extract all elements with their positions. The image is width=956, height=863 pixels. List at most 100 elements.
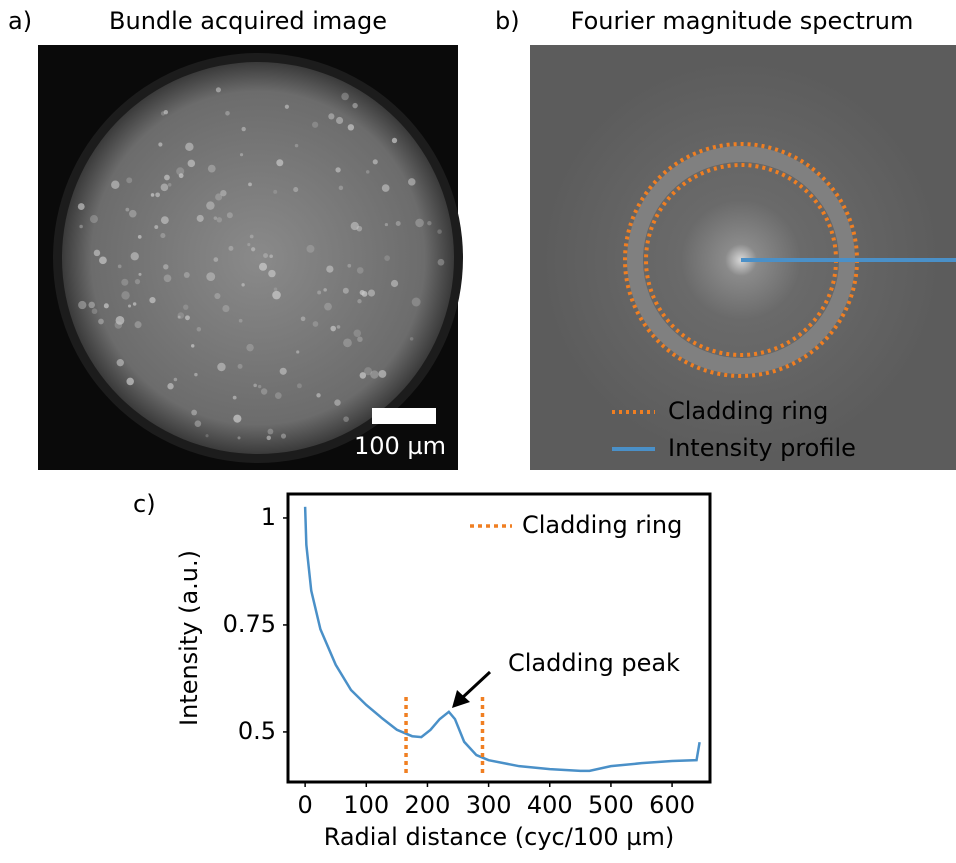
speckle-dot: [238, 436, 241, 439]
speckle-dot: [90, 215, 98, 223]
speckle-dot: [195, 420, 202, 427]
speckle-dot: [163, 264, 168, 269]
speckle-dot: [357, 299, 361, 303]
speckle-dot: [357, 267, 364, 274]
speckle-dot: [410, 337, 413, 340]
speckle-dot: [326, 265, 333, 272]
x-tick-label: 400: [527, 791, 573, 819]
panel-label: c): [133, 490, 156, 518]
speckle-dot: [94, 250, 100, 256]
speckle-dot: [161, 216, 169, 224]
speckle-dot: [154, 225, 158, 229]
speckle-dot: [185, 143, 193, 151]
speckle-dot: [205, 434, 208, 437]
speckle-dot: [438, 259, 445, 266]
speckle-dot: [92, 308, 98, 314]
speckle-dot: [217, 363, 225, 371]
panel-title: Fourier magnitude spectrum: [571, 7, 914, 35]
speckle-dot: [121, 291, 129, 299]
speckle-dot: [392, 138, 397, 143]
speckle-dot: [168, 183, 172, 187]
speckle-dot: [206, 201, 214, 209]
speckle-dot: [281, 433, 286, 438]
speckle-dot: [263, 253, 268, 258]
speckle-dot: [272, 291, 281, 300]
y-tick-label: 1: [261, 503, 276, 531]
speckle-dot: [233, 396, 237, 400]
speckle-dot: [111, 181, 119, 189]
speckle-dot: [415, 219, 424, 228]
speckle-dot: [178, 312, 185, 319]
panel-label: b): [495, 7, 520, 35]
speckle-dot: [427, 221, 431, 225]
speckle-dot: [391, 280, 398, 287]
speckle-dot: [313, 321, 319, 327]
legend-label: Intensity profile: [668, 434, 856, 462]
speckle-dot: [214, 293, 220, 299]
speckle-dot: [176, 167, 184, 175]
x-tick-label: 300: [466, 791, 512, 819]
speckle-dot: [188, 160, 196, 168]
speckle-dot: [408, 178, 415, 185]
speckle-dot: [269, 254, 273, 258]
speckle-dot: [343, 338, 352, 347]
speckle-dot: [216, 87, 221, 92]
speckle-dot: [115, 321, 123, 329]
speckle-dot: [138, 273, 141, 276]
speckle-dot: [357, 336, 363, 342]
x-axis-label: Radial distance (cyc/100 µm): [324, 823, 675, 851]
speckle-dot: [241, 283, 244, 286]
speckle-dot: [280, 368, 287, 375]
speckle-dot: [99, 256, 107, 264]
speckle-dot: [241, 127, 245, 131]
speckle-dot: [238, 364, 243, 369]
speckle-dot: [307, 245, 315, 253]
speckle-dot: [227, 212, 233, 218]
speckle-dot: [360, 290, 365, 295]
speckle-dot: [258, 385, 261, 388]
figure: 100 µm a) Bundle acquired image b) Fouri…: [0, 0, 956, 863]
speckle-dot: [126, 177, 132, 183]
scale-bar: [372, 408, 436, 424]
speckle-dot: [339, 186, 343, 190]
speckle-dot: [151, 193, 155, 197]
bundle-face: [62, 62, 454, 454]
speckle-dot: [267, 436, 271, 440]
speckle-dot: [184, 272, 190, 278]
speckle-dot: [343, 416, 349, 422]
speckle-dot: [208, 165, 216, 173]
y-tick-label: 0.5: [238, 717, 276, 745]
panel-title: Bundle acquired image: [109, 7, 387, 35]
speckle-dot: [197, 327, 201, 331]
speckle-dot: [343, 288, 349, 294]
line-series: [305, 507, 699, 771]
x-tick-label: 100: [343, 791, 389, 819]
speckle-dot: [352, 103, 357, 108]
speckle-dot: [206, 272, 215, 281]
scale-bar-label: 100 µm: [354, 432, 446, 460]
speckle-dot: [104, 303, 109, 308]
speckle-dot: [382, 184, 390, 192]
speckle-dot: [335, 167, 340, 172]
speckle-dot: [261, 388, 267, 394]
y-tick-label: 0.75: [223, 610, 276, 638]
speckle-dot: [360, 372, 367, 379]
speckle-dot: [384, 255, 390, 261]
speckle-dot: [214, 216, 218, 220]
speckle-dot: [197, 215, 204, 222]
speckle-dot: [160, 233, 165, 238]
speckle-dot: [174, 378, 178, 382]
speckle-dot: [259, 263, 267, 271]
speckle-dot: [253, 384, 257, 388]
speckle-dot: [161, 184, 169, 192]
speckle-dot: [248, 182, 252, 186]
speckle-dot: [285, 105, 289, 109]
speckle-dot: [351, 222, 359, 230]
speckle-dot: [217, 217, 222, 222]
speckle-dot: [191, 410, 197, 416]
speckle-dot: [129, 210, 137, 218]
speckle-dot: [128, 304, 131, 307]
speckle-dot: [297, 383, 302, 388]
speckle-dot: [194, 373, 197, 376]
speckle-dot: [164, 175, 170, 181]
